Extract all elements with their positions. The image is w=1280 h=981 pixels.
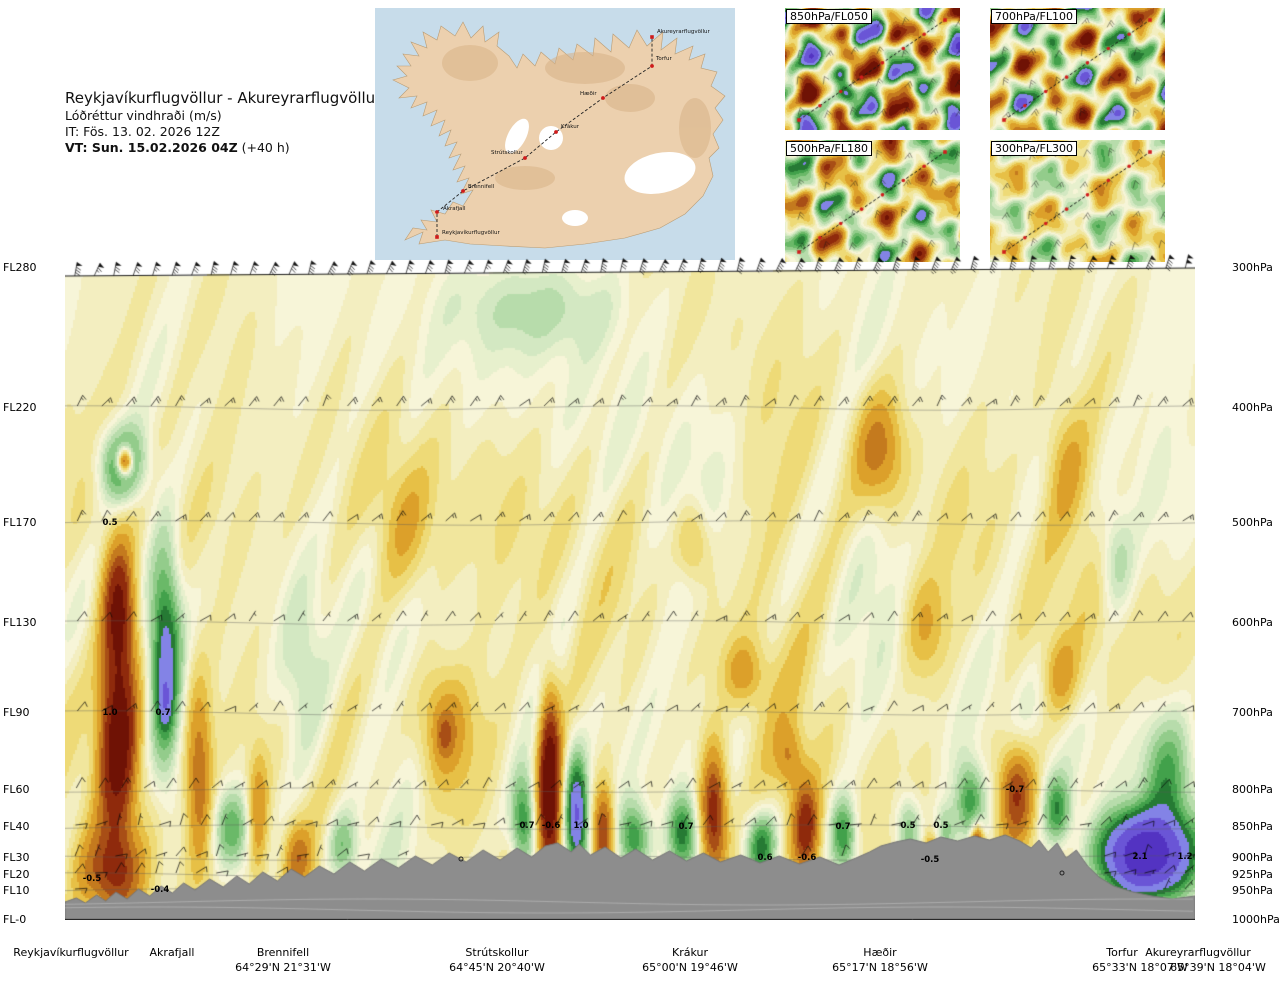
valid-time-label: VT: Sun. 15.02.2026 04Z (+40 h) [65, 140, 381, 156]
station-coordinates: 65°33'N 18°07'W [1092, 961, 1188, 974]
pressure-level-label: 950hPa [1232, 884, 1273, 897]
waypoint-marker [435, 235, 439, 239]
chart-header: Reykjavíkurflugvöllur - Akureyrarflugvöl… [65, 88, 381, 156]
waypoint-label: Hæðir [580, 91, 597, 97]
flight-level-label: FL40 [3, 820, 30, 833]
pressure-level-label: 600hPa [1232, 616, 1273, 629]
waypoint-label: Brennifell [468, 184, 495, 190]
route-line [436, 37, 653, 237]
station-coordinates: 64°29'N 21°31'W [235, 961, 331, 974]
valid-time-main: VT: Sun. 15.02.2026 04Z [65, 140, 238, 155]
vertical-velocity-extremum-label: 0.7 [678, 822, 694, 832]
vertical-velocity-extremum-label: -0.5 [82, 874, 102, 884]
waypoint-label: Krákur [561, 123, 580, 130]
pressure-level-label: 900hPa [1232, 851, 1273, 864]
station-coordinates: 65°17'N 18°56'W [832, 961, 928, 974]
waypoint-label: Akrafjall [443, 206, 466, 212]
flight-level-label: FL30 [3, 851, 30, 864]
valid-time-offset: (+40 h) [237, 140, 290, 155]
vertical-velocity-extremum-label: 0.5 [900, 821, 916, 831]
waypoint-marker [461, 189, 465, 193]
vertical-velocity-extremum-label: 0.6 [757, 853, 773, 863]
flight-level-label: FL170 [3, 516, 37, 529]
vertical-velocity-extremum-label: 0.5 [102, 518, 118, 528]
terrain-shading [442, 45, 711, 190]
station-coordinates: 64°45'N 20°40'W [449, 961, 545, 974]
flight-level-label: FL280 [3, 261, 37, 274]
pressure-level-label: 850hPa [1232, 820, 1273, 833]
vertical-velocity-extremum-label: -0.6 [541, 821, 561, 831]
route-layer: Reykjavíkurflugvöllur Akrafjall Brennifell… [435, 29, 711, 239]
flight-level-label: FL10 [3, 884, 30, 897]
route-map-inset: Reykjavíkurflugvöllur Akrafjall Brennifell… [375, 8, 735, 260]
mini-map-850hpa-canvas [785, 8, 960, 130]
vertical-velocity-extremum-label: 1.2 [1177, 852, 1193, 862]
mini-map-700hpa-label: 700hPa/FL100 [991, 9, 1078, 24]
pressure-level-label: 300hPa [1232, 261, 1273, 274]
waypoint-marker [435, 210, 439, 214]
pressure-level-label: 1000hPa [1232, 913, 1280, 926]
vertical-velocity-extremum-label: -0.6 [797, 853, 817, 863]
pressure-level-label: 800hPa [1232, 783, 1273, 796]
station-label: Torfur [1106, 946, 1138, 959]
pressure-level-label: 925hPa [1232, 868, 1273, 881]
flight-level-label: FL220 [3, 401, 37, 414]
pressure-level-label: 700hPa [1232, 706, 1273, 719]
page-title: Reykjavíkurflugvöllur - Akureyrarflugvöl… [65, 89, 382, 107]
station-circle-marker [1059, 870, 1065, 876]
flight-level-label: FL20 [3, 868, 30, 881]
vertical-velocity-extremum-label: 1.0 [573, 821, 589, 831]
station-label: Akrafjall [149, 946, 195, 959]
vertical-velocity-extremum-label: -0.5 [920, 855, 940, 865]
station-label: Akureyrarflugvöllur [1145, 946, 1251, 959]
station-label: Krákur [671, 946, 709, 959]
vertical-velocity-extremum-label: 1.0 [102, 708, 118, 718]
station-label: Reykjavíkurflugvöllur [13, 946, 129, 959]
vertical-velocity-extremum-label: 2.1 [1132, 852, 1148, 862]
station-coordinates: 65°39'N 18°04'W [1170, 961, 1266, 974]
flight-level-label: FL130 [3, 616, 37, 629]
station-label: Hæðir [863, 946, 897, 959]
vertical-velocity-extremum-label: 0.7 [155, 708, 171, 718]
station-label: Strútskollur [465, 946, 529, 959]
waypoint-label: Akureyrarflugvöllur [657, 29, 711, 35]
waypoint-marker [601, 96, 605, 100]
pressure-level-label: 500hPa [1232, 516, 1273, 529]
flight-level-label: FL60 [3, 783, 30, 796]
flight-level-label: FL90 [3, 706, 30, 719]
station-circle-marker [458, 856, 464, 862]
mini-map-850hpa: 850hPa/FL050 [785, 8, 960, 130]
waypoint-marker [523, 156, 527, 160]
mini-map-700hpa-canvas [990, 8, 1165, 130]
vertical-velocity-extremum-label: -0.4 [150, 885, 170, 895]
vertical-velocity-extremum-label: 0.7 [835, 822, 851, 832]
mini-map-850hpa-label: 850hPa/FL050 [786, 9, 873, 24]
waypoint-label: Torfur [655, 56, 672, 62]
waypoint-label: Reykjavíkurflugvöllur [442, 229, 500, 236]
flight-level-label: FL-0 [3, 913, 27, 926]
mini-map-500hpa-label: 500hPa/FL180 [786, 141, 873, 156]
mini-map-700hpa: 700hPa/FL100 [990, 8, 1165, 130]
waypoint-label: Strútskollur [491, 149, 523, 156]
vertical-velocity-extremum-label: 0.7 [519, 821, 535, 831]
chart-subtitle: Lóðréttur vindhraði (m/s) [65, 108, 222, 123]
waypoint-marker [650, 35, 654, 39]
waypoint-marker [554, 130, 558, 134]
station-coordinates: 65°00'N 19°46'W [642, 961, 738, 974]
init-time-label: IT: Fös. 13. 02. 2026 12Z [65, 124, 220, 139]
vertical-velocity-extremum-label: -0.7 [1005, 785, 1025, 795]
waypoint-marker [650, 64, 654, 68]
cross-section-canvas [65, 240, 1195, 920]
vertical-velocity-extremum-label: 0.5 [933, 821, 949, 831]
station-label: Brennifell [256, 946, 310, 959]
mini-map-300hpa-label: 300hPa/FL300 [991, 141, 1078, 156]
pressure-level-label: 400hPa [1232, 401, 1273, 414]
